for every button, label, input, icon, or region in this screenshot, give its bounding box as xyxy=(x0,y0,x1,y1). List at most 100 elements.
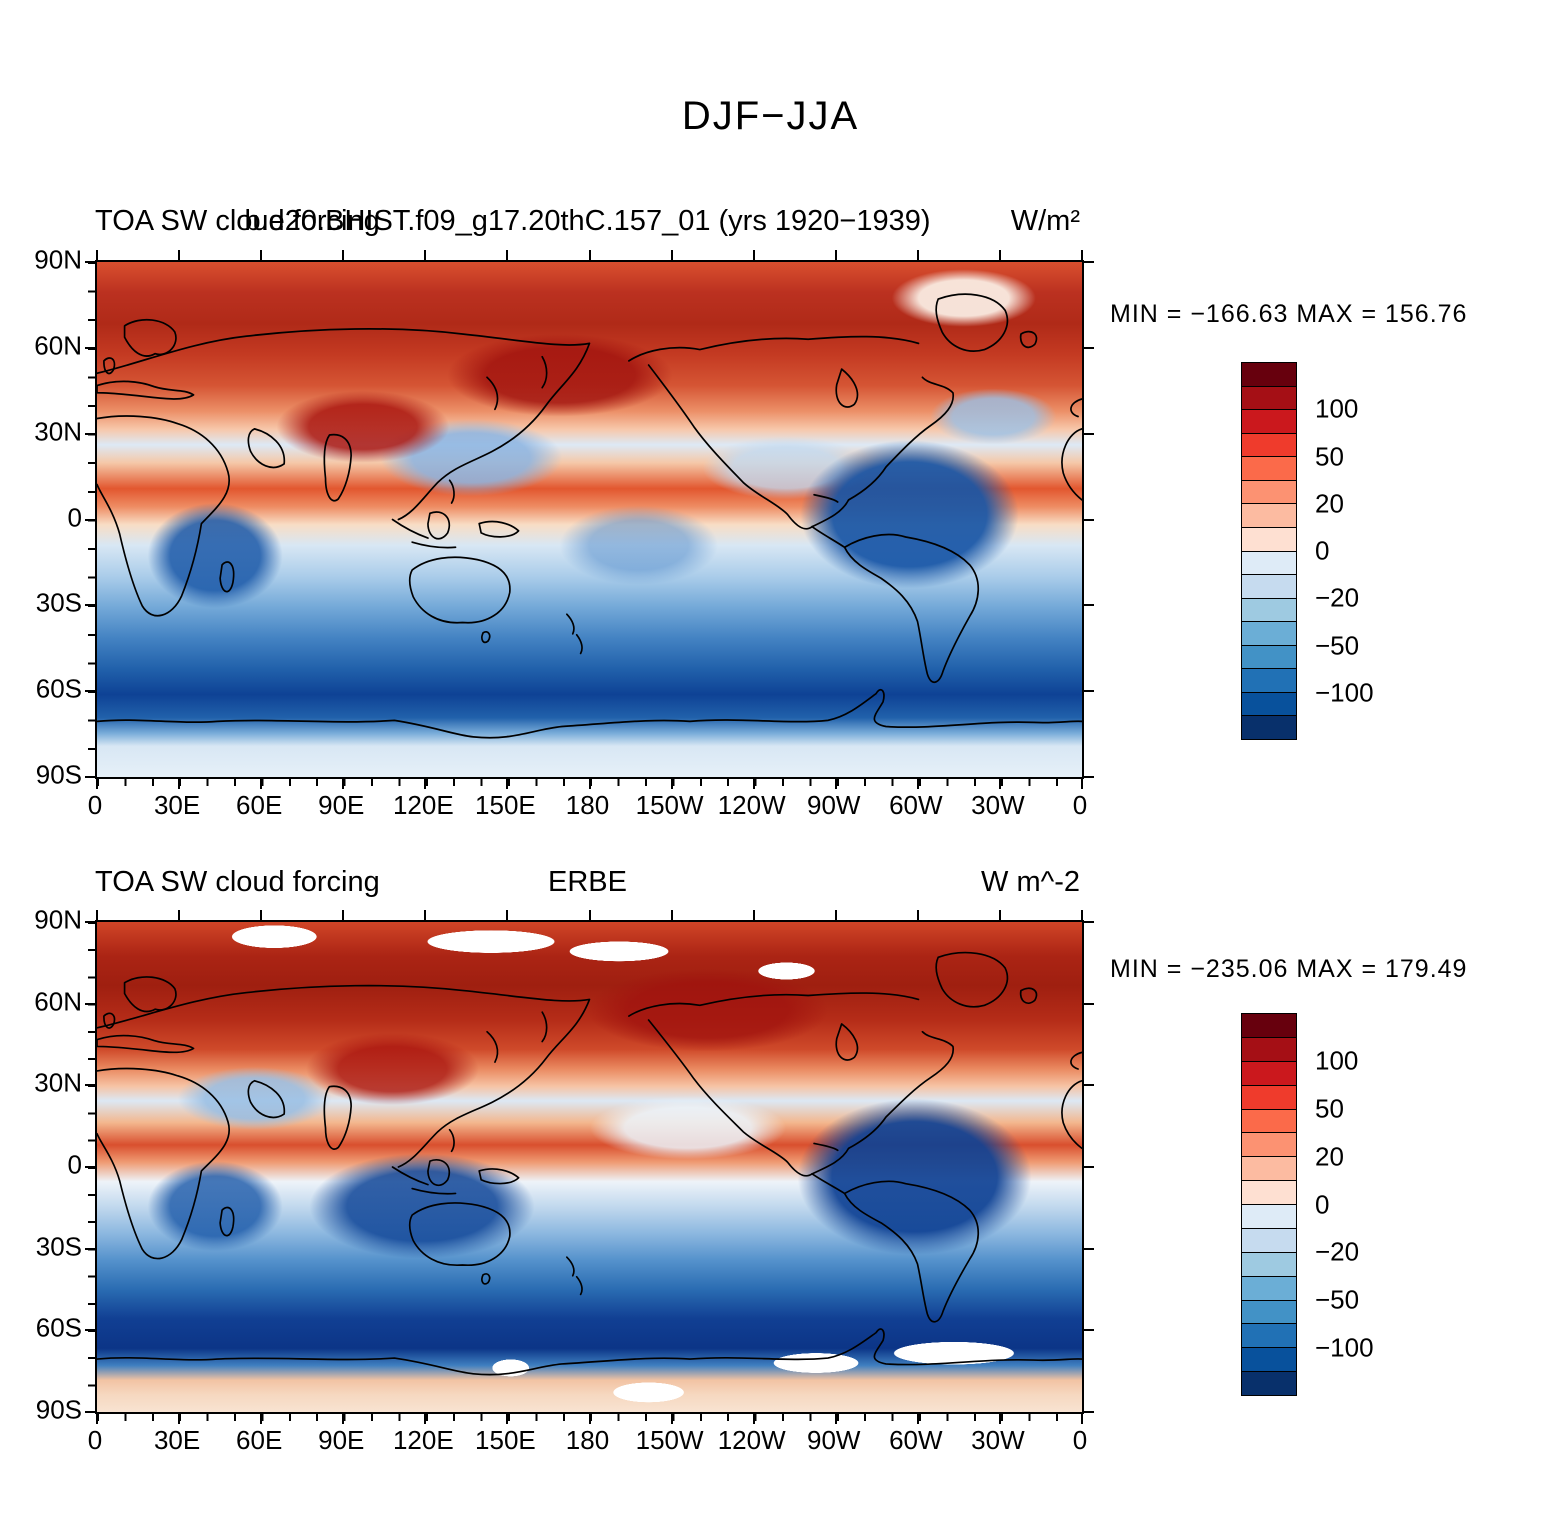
panel-title-row: TOA SW cloud forcing b.e20.BHIST.f09_g17… xyxy=(95,205,1080,245)
x-tick-mark xyxy=(342,779,345,789)
colorbar-tick-label: −50 xyxy=(1315,1284,1360,1315)
colorbar-color-box xyxy=(1242,1275,1296,1300)
colorbar-color-box xyxy=(1242,1227,1296,1252)
y-tick-label: 90S xyxy=(35,1394,82,1425)
map-area xyxy=(97,922,1082,1412)
colorbar-color-box xyxy=(1242,1371,1296,1395)
y-tick-mark xyxy=(1084,1002,1094,1005)
colorbar-tick-label: −20 xyxy=(1315,582,1360,613)
y-tick-label: 60N xyxy=(34,986,82,1017)
x-tick-mark xyxy=(752,779,755,789)
colorbar-tick-labels: 100 50 20 0 −20 −50 −100 xyxy=(1299,1013,1399,1396)
colorbar-color-box xyxy=(1242,385,1296,410)
y-tick-label: 30N xyxy=(34,1067,82,1098)
y-tick-mark xyxy=(1084,432,1094,435)
minmax-label: MIN = −235.06 MAX = 179.49 xyxy=(1110,955,1468,983)
y-tick-mark xyxy=(85,1002,95,1005)
y-tick-mark xyxy=(1084,1247,1094,1250)
x-tick-mark xyxy=(670,910,673,920)
x-tick-mark xyxy=(424,1414,427,1424)
colorbar-color-box xyxy=(1242,621,1296,645)
colorbar xyxy=(1241,1013,1297,1396)
x-tick-mark xyxy=(178,250,181,260)
colorbar-color-box xyxy=(1242,526,1296,551)
x-tick-mark xyxy=(916,910,919,920)
x-tick-mark xyxy=(1081,1414,1083,1424)
colorbar-color-box xyxy=(1242,668,1296,692)
y-tick-mark xyxy=(1084,690,1094,693)
x-tick-label: 150E xyxy=(475,790,536,820)
colorbar-tick-label: 50 xyxy=(1315,441,1344,471)
x-tick-mark xyxy=(834,1414,837,1424)
y-tick-mark xyxy=(85,921,95,923)
x-tick-mark xyxy=(424,910,427,920)
colorbar-color-box xyxy=(1242,503,1296,527)
x-tick-mark xyxy=(424,250,427,260)
colorbar-tick-label: 100 xyxy=(1315,1045,1359,1076)
colorbar-color-box xyxy=(1242,432,1296,457)
x-tick-label: 60W xyxy=(889,790,943,820)
y-tick-mark xyxy=(1084,604,1094,607)
contour-fill xyxy=(97,262,1082,777)
y-tick-label: 90N xyxy=(34,904,82,935)
x-tick-label: 120E xyxy=(392,790,454,820)
coastlines-svg xyxy=(97,951,1082,1376)
colorbar-color-box xyxy=(1242,1084,1296,1109)
x-tick-label: 0 xyxy=(1072,1425,1088,1455)
y-axis-labels: 90N 60N 30N 0 30S 60S 90S xyxy=(0,245,82,790)
colorbar-tick-label: 100 xyxy=(1315,393,1359,424)
y-tick-label: 90S xyxy=(35,759,82,790)
x-tick-label: 180 xyxy=(565,790,610,820)
x-tick-mark xyxy=(260,250,263,260)
x-tick-label: 60E xyxy=(236,1425,283,1455)
coastlines-svg xyxy=(97,293,1082,739)
x-tick-label: 120W xyxy=(717,790,786,820)
map-area xyxy=(97,262,1082,777)
x-tick-label: 150W xyxy=(635,790,704,820)
colorbar-color-box xyxy=(1242,644,1296,669)
x-tick-mark xyxy=(916,250,919,260)
x-tick-mark xyxy=(178,910,181,920)
colorbar-tick-label: 50 xyxy=(1315,1093,1344,1124)
x-tick-label: 90E xyxy=(318,790,365,820)
colorbar-tick-label: 0 xyxy=(1315,535,1330,566)
y-tick-mark xyxy=(1084,518,1094,521)
x-tick-mark xyxy=(1081,250,1083,260)
y-tick-mark xyxy=(1084,921,1094,923)
x-tick-label: 30E xyxy=(153,790,201,820)
x-tick-mark xyxy=(998,910,1001,920)
x-tick-label: 60W xyxy=(889,1425,943,1455)
y-tick-mark xyxy=(85,518,95,521)
x-tick-mark xyxy=(260,779,263,789)
panel-variable-title: TOA SW cloud forcing xyxy=(95,205,380,237)
x-tick-mark xyxy=(424,779,427,789)
x-tick-label: 0 xyxy=(87,1425,103,1455)
y-tick-mark xyxy=(85,1166,95,1168)
x-tick-mark xyxy=(260,910,263,920)
colorbar-color-box xyxy=(1242,691,1296,716)
colorbar-tick-label: 0 xyxy=(1315,1189,1330,1219)
colorbar-color-box xyxy=(1242,1060,1296,1085)
x-tick-mark xyxy=(342,910,345,920)
figure-title: DJF−JJA xyxy=(681,94,860,138)
y-tick-label: 60S xyxy=(35,673,82,704)
y-tick-label: 30S xyxy=(35,587,82,618)
x-tick-label: 30W xyxy=(971,790,1025,820)
x-tick-mark xyxy=(834,250,837,260)
y-tick-mark xyxy=(1084,261,1094,263)
x-tick-mark xyxy=(998,1414,1001,1424)
x-tick-mark xyxy=(1081,779,1083,789)
x-tick-mark xyxy=(342,1414,345,1424)
x-tick-mark xyxy=(506,910,509,920)
panel-case-title: ERBE xyxy=(548,866,627,898)
x-tick-label: 120E xyxy=(392,1425,454,1455)
colorbar-color-box xyxy=(1242,409,1296,433)
colorbar-color-box xyxy=(1242,1108,1296,1133)
x-tick-label: 90E xyxy=(318,1425,365,1455)
colorbar-color-box xyxy=(1242,1132,1296,1157)
colorbar-color-box xyxy=(1242,574,1296,598)
x-axis-labels: 0 30E 60E 90E 120E 150E 180 150W 120W 90W 60W 30W 0 xyxy=(88,1425,1087,1457)
x-tick-label: 60E xyxy=(236,790,283,820)
x-tick-mark xyxy=(178,1414,181,1424)
x-tick-mark xyxy=(506,250,509,260)
